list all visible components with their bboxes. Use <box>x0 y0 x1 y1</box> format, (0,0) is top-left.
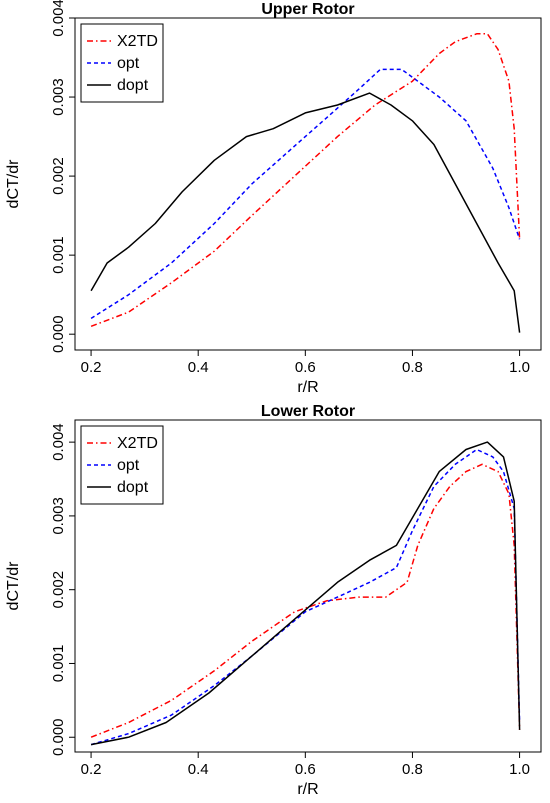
series-line-opt <box>90 68 521 320</box>
plot-frame <box>74 17 542 351</box>
series-line-dopt <box>90 441 521 746</box>
legend: X2TD opt dopt <box>80 425 164 505</box>
chart-title: Lower Rotor <box>261 403 355 420</box>
x-tick-label: 1.0 <box>509 761 530 778</box>
x-tick-label: 0.6 <box>295 359 316 376</box>
y-tick-label: 0.001 <box>50 236 67 274</box>
y-tick-label: 0.002 <box>50 157 67 195</box>
x-tick-label: 0.8 <box>402 761 423 778</box>
y-axis-label: dCT/dr <box>5 159 22 209</box>
x-axis-label: r/R <box>297 379 318 396</box>
series-line-x2td <box>90 33 521 328</box>
plot-frame <box>74 419 542 753</box>
y-tick-label: 0.000 <box>50 315 67 353</box>
legend-label-opt: opt <box>117 55 140 72</box>
upper-rotor-panel: Upper Rotor 0.2 0.4 0.6 0.8 1.0 0.000 0.001 0.00… <box>5 0 542 396</box>
x-tick-label: 0.4 <box>188 359 209 376</box>
legend-label-x2td: X2TD <box>117 435 158 452</box>
y-tick-label: 0.002 <box>50 571 67 609</box>
series-line-x2td <box>90 463 521 738</box>
y-tick-label: 0.003 <box>50 497 67 535</box>
chart-title: Upper Rotor <box>261 1 354 18</box>
y-tick-label: 0.004 <box>50 0 67 37</box>
y-tick-label: 0.004 <box>50 423 67 461</box>
series-line-opt <box>90 448 521 746</box>
x-tick-label: 0.6 <box>295 761 316 778</box>
lower-rotor-panel: Lower Rotor 0.2 0.4 0.6 0.8 1.0 0.000 0.001 0.00… <box>5 403 542 798</box>
y-tick-label: 0.001 <box>50 645 67 683</box>
x-axis-label: r/R <box>297 781 318 798</box>
legend-label-x2td: X2TD <box>117 33 158 50</box>
y-axis-label: dCT/dr <box>5 561 22 611</box>
x-tick-label: 0.8 <box>402 359 423 376</box>
x-tick-label: 0.2 <box>81 359 102 376</box>
legend-label-dopt: dopt <box>117 479 149 496</box>
x-tick-label: 0.4 <box>188 761 209 778</box>
y-tick-label: 0.003 <box>50 78 67 116</box>
x-tick-label: 1.0 <box>509 359 530 376</box>
legend: X2TD opt dopt <box>80 23 164 103</box>
legend-label-dopt: dopt <box>117 77 149 94</box>
legend-label-opt: opt <box>117 457 140 474</box>
series-line-dopt <box>90 92 521 333</box>
x-tick-label: 0.2 <box>81 761 102 778</box>
y-tick-label: 0.000 <box>50 718 67 756</box>
